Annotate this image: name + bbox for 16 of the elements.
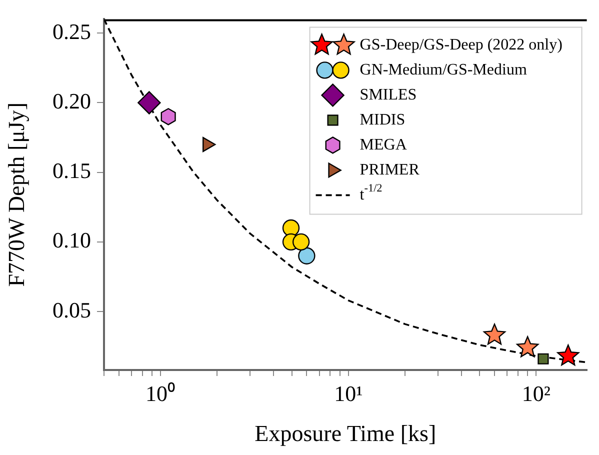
x-tick-label: 10⁰ bbox=[146, 380, 176, 406]
legend-label: GS-Deep/GS-Deep (2022 only) bbox=[360, 36, 562, 54]
legend-label: PRIMER bbox=[360, 161, 420, 178]
y-tick-label: 0.10 bbox=[52, 228, 91, 253]
y-tick-label: 0.25 bbox=[52, 18, 91, 44]
y-tick-label: 0.15 bbox=[52, 158, 91, 184]
y-axis-title: F770W Depth [μJy] bbox=[4, 102, 29, 287]
x-tick-label: 10¹ bbox=[334, 380, 363, 406]
legend-label: GN-Medium/GS-Medium bbox=[360, 61, 528, 78]
x-axis-title: Exposure Time [ks] bbox=[254, 421, 436, 446]
y-tick-label: 0.05 bbox=[52, 297, 91, 322]
y-tick-label: 0.20 bbox=[52, 88, 91, 114]
legend-label: SMILES bbox=[360, 86, 417, 104]
legend-label: MEGA bbox=[360, 136, 408, 154]
legend-label: MIDIS bbox=[360, 111, 406, 128]
x-tick-label: 10² bbox=[522, 380, 551, 406]
